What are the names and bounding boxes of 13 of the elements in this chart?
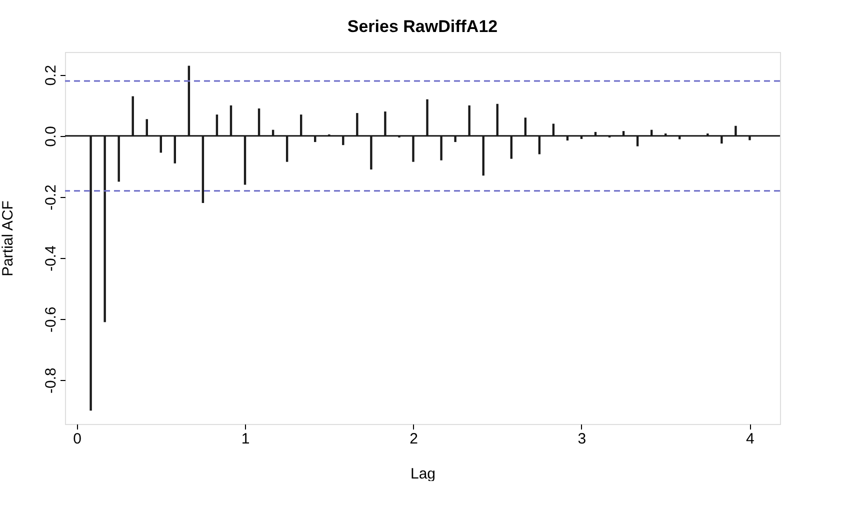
- y-tick-label: -0.6: [42, 306, 60, 332]
- x-tick-label: 0: [73, 430, 82, 448]
- x-tick-label: 3: [578, 430, 586, 448]
- y-tick-label: 0.2: [42, 64, 60, 86]
- y-tick-label: 0.0: [42, 126, 60, 147]
- x-tick-label: 4: [746, 430, 754, 448]
- x-tick-label: 2: [410, 430, 418, 448]
- y-tick-label: -0.8: [42, 368, 60, 394]
- y-tick-label: -0.4: [42, 246, 60, 272]
- chart-title: Series RawDiffA12: [347, 17, 498, 36]
- y-axis-title: Partial ACF: [0, 200, 16, 276]
- x-tick-label: 1: [241, 430, 250, 448]
- y-tick-label: -0.2: [42, 184, 60, 210]
